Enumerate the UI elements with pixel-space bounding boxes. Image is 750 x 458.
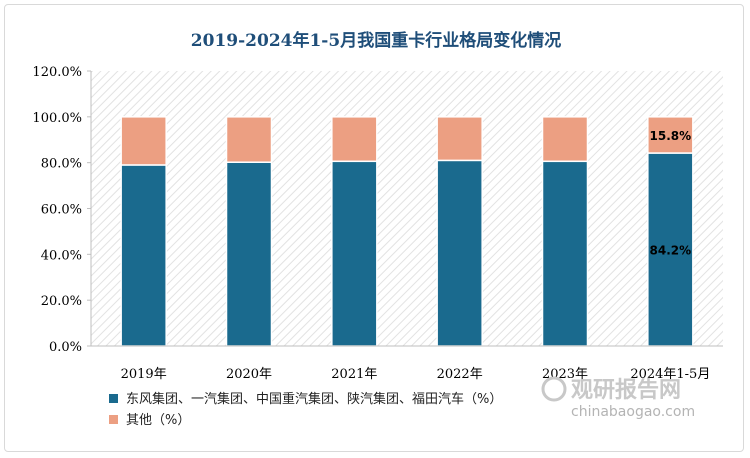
bar-segment: [541, 160, 589, 347]
y-tick-label: 100.0%: [32, 111, 82, 126]
x-tick-label: 2021年: [331, 367, 377, 382]
bar-segment: [436, 159, 483, 347]
y-tick-label: 80.0%: [41, 157, 82, 172]
legend-swatch: [109, 415, 118, 424]
y-tick-label: 40.0%: [41, 248, 82, 263]
x-tick-label: 2020年: [226, 367, 272, 382]
chart-title: 2019-2024年1-5月我国重卡行业格局变化情况: [191, 30, 561, 51]
bar-segment: [225, 116, 273, 163]
y-tick-label: 60.0%: [41, 203, 82, 218]
watermark: 观研报告网 chinabaogao.com: [541, 376, 695, 420]
data-label: 84.2%: [650, 244, 692, 258]
x-tick-label: 2019年: [121, 367, 167, 382]
y-axis: 0.0% 20.0% 40.0% 60.0% 80.0% 100.0% 120.0%: [32, 65, 92, 355]
data-label: 15.8%: [650, 129, 692, 143]
bar-segment: [541, 116, 589, 163]
legend: 东风集团、一汽集团、中国重汽集团、陕汽集团、福田汽车（%） 其他（%）: [109, 391, 502, 428]
bar-segment: [647, 116, 694, 154]
x-tick-label: 2022年: [437, 367, 483, 382]
legend-swatch: [109, 394, 118, 403]
stacked-bar-chart: 2019-2024年1-5月我国重卡行业格局变化情况 0.0% 20.0% 40.0…: [32, 30, 723, 428]
plot-area: [91, 71, 723, 346]
bar-segment: [331, 116, 378, 163]
bar-segment: [120, 116, 167, 166]
legend-label: 东风集团、一汽集团、中国重汽集团、陕汽集团、福田汽车（%）: [126, 391, 502, 407]
bar-segment: [225, 161, 273, 347]
watermark-logo-icon: [541, 376, 567, 402]
y-tick-label: 0.0%: [49, 340, 82, 355]
x-axis: 2019年 2020年 2021年 2022年 2023年 2024年1-5月: [91, 345, 723, 382]
bar-segment: [647, 152, 694, 347]
y-tick-label: 20.0%: [41, 294, 82, 309]
y-tick-label: 120.0%: [32, 65, 82, 80]
bar-segment: [436, 116, 483, 162]
legend-label: 其他（%）: [126, 413, 190, 428]
bars-group: 84.2% 15.8%: [120, 116, 694, 347]
watermark-url: chinabaogao.com: [571, 404, 695, 420]
bar-segment: [331, 160, 378, 347]
chart-frame: 2019-2024年1-5月我国重卡行业格局变化情况 0.0% 20.0% 40.0…: [4, 4, 744, 452]
x-tick-label: 2024年1-5月: [630, 367, 710, 382]
bar-segment: [120, 164, 167, 347]
watermark-brand: 观研报告网: [571, 378, 681, 403]
